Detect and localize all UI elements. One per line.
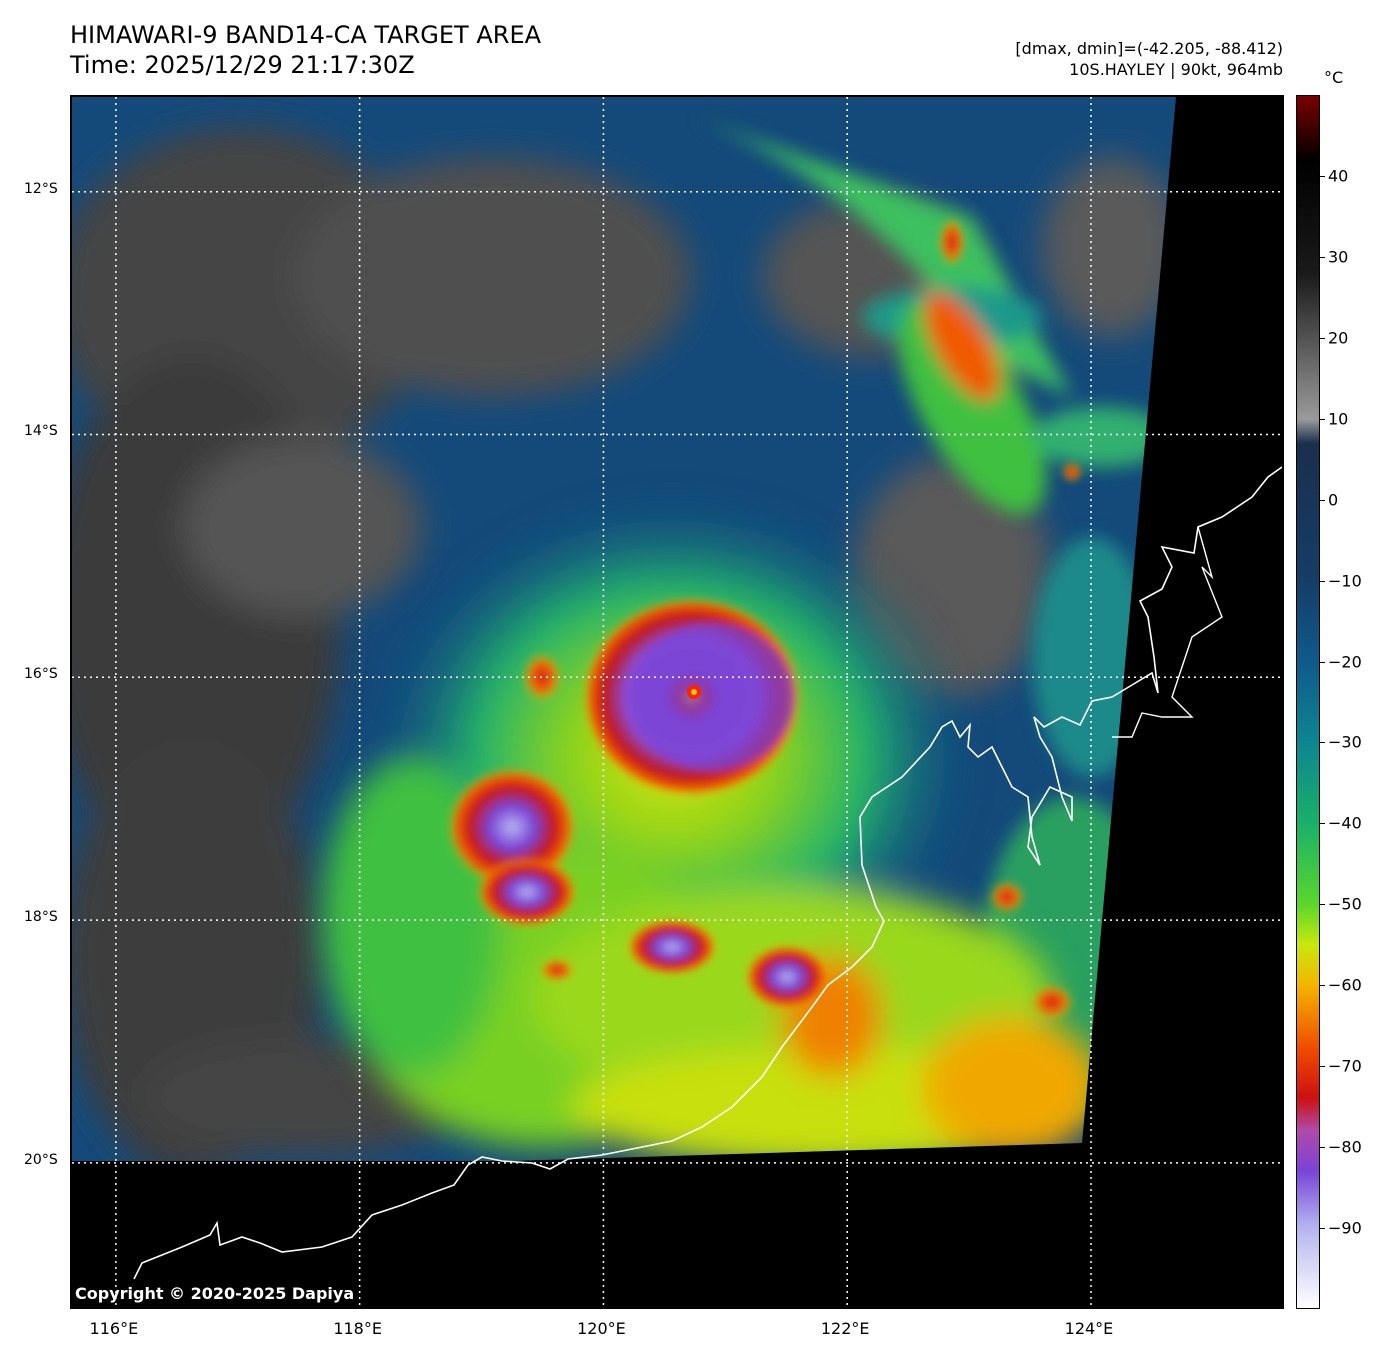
imagery-swath bbox=[72, 97, 1176, 1161]
colorbar-tick-mark bbox=[1320, 580, 1325, 582]
lat-tick-label: 16°S bbox=[24, 666, 58, 683]
coastline bbox=[133, 466, 1282, 1280]
colorbar-tick-mark bbox=[1320, 1147, 1325, 1149]
lon-tick-label: 124°E bbox=[1064, 1319, 1114, 1338]
convective-cells bbox=[447, 217, 1082, 1020]
colorbar-tick-label: −50 bbox=[1328, 894, 1362, 914]
colorbar-tick-mark bbox=[1320, 1066, 1325, 1068]
colorbar-tick-label: −70 bbox=[1328, 1056, 1362, 1076]
colorbar-tick-mark bbox=[1320, 661, 1325, 663]
colorbar-tick-mark bbox=[1320, 175, 1325, 177]
colorbar-tick-mark bbox=[1320, 985, 1325, 987]
colorbar-tick-mark bbox=[1320, 823, 1325, 825]
colorbar-tick-label: 20 bbox=[1328, 328, 1349, 348]
colorbar-tick-label: −40 bbox=[1328, 813, 1362, 833]
lon-tick-label: 120°E bbox=[577, 1319, 626, 1338]
title-line1: HIMAWARI-9 BAND14-CA TARGET AREA bbox=[70, 21, 542, 49]
title-line2: Time: 2025/12/29 21:17:30Z bbox=[70, 51, 415, 79]
lat-tick-label: 14°S bbox=[24, 423, 58, 440]
lon-tick-label: 118°E bbox=[333, 1319, 382, 1338]
colorbar-tick-mark bbox=[1320, 418, 1325, 420]
colorbar-tick-mark bbox=[1320, 742, 1325, 744]
value-range: [dmax, dmin]=(-42.205, -88.412) bbox=[1015, 39, 1283, 58]
chart-title: HIMAWARI-9 BAND14-CA TARGET AREA Time: 2… bbox=[70, 20, 541, 80]
colorbar-tick-label: −10 bbox=[1328, 571, 1362, 591]
copyright-text: Copyright © 2020-2025 Dapiya bbox=[75, 1284, 355, 1303]
coastline-kimberley bbox=[1112, 526, 1223, 738]
colorbar-tick-mark bbox=[1320, 256, 1325, 258]
colorbar-unit: °C bbox=[1324, 68, 1344, 87]
colorbar-tick-mark bbox=[1320, 499, 1325, 501]
colorbar-tick-label: 30 bbox=[1328, 247, 1349, 267]
colorbar-tick-label: −60 bbox=[1328, 975, 1362, 995]
lat-tick-label: 12°S bbox=[24, 180, 58, 197]
lon-tick-label: 122°E bbox=[820, 1319, 870, 1338]
colorbar-tick-label: −80 bbox=[1328, 1137, 1362, 1157]
graticule bbox=[72, 97, 1282, 1307]
colorbar-tick-label: −20 bbox=[1328, 652, 1362, 672]
colorbar bbox=[1296, 95, 1320, 1309]
satellite-map bbox=[70, 95, 1284, 1309]
colorbar-tick-label: −90 bbox=[1328, 1218, 1362, 1238]
storm-info: 10S.HAYLEY | 90kt, 964mb bbox=[1069, 60, 1283, 79]
lon-tick-label: 116°E bbox=[89, 1319, 139, 1338]
colorbar-tick-label: 40 bbox=[1328, 166, 1349, 186]
meta-info: [dmax, dmin]=(-42.205, -88.412) 10S.HAYL… bbox=[1015, 38, 1283, 80]
colorbar-tick-label: 10 bbox=[1328, 409, 1349, 429]
colorbar-tick-mark bbox=[1320, 904, 1325, 906]
colorbar-tick-label: 0 bbox=[1328, 490, 1339, 510]
colorbar-tick-mark bbox=[1320, 337, 1325, 339]
lat-tick-label: 18°S bbox=[24, 909, 58, 926]
map-canvas bbox=[72, 97, 1282, 1307]
colorbar-tick-mark bbox=[1320, 1228, 1325, 1230]
lat-tick-label: 20°S bbox=[24, 1151, 58, 1168]
colorbar-tick-label: −30 bbox=[1328, 732, 1362, 752]
